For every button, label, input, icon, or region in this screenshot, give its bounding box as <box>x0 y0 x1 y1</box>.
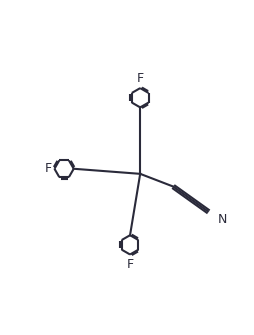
Text: N: N <box>217 213 226 226</box>
Text: F: F <box>136 72 143 85</box>
Text: F: F <box>126 258 133 271</box>
Text: F: F <box>44 162 51 175</box>
